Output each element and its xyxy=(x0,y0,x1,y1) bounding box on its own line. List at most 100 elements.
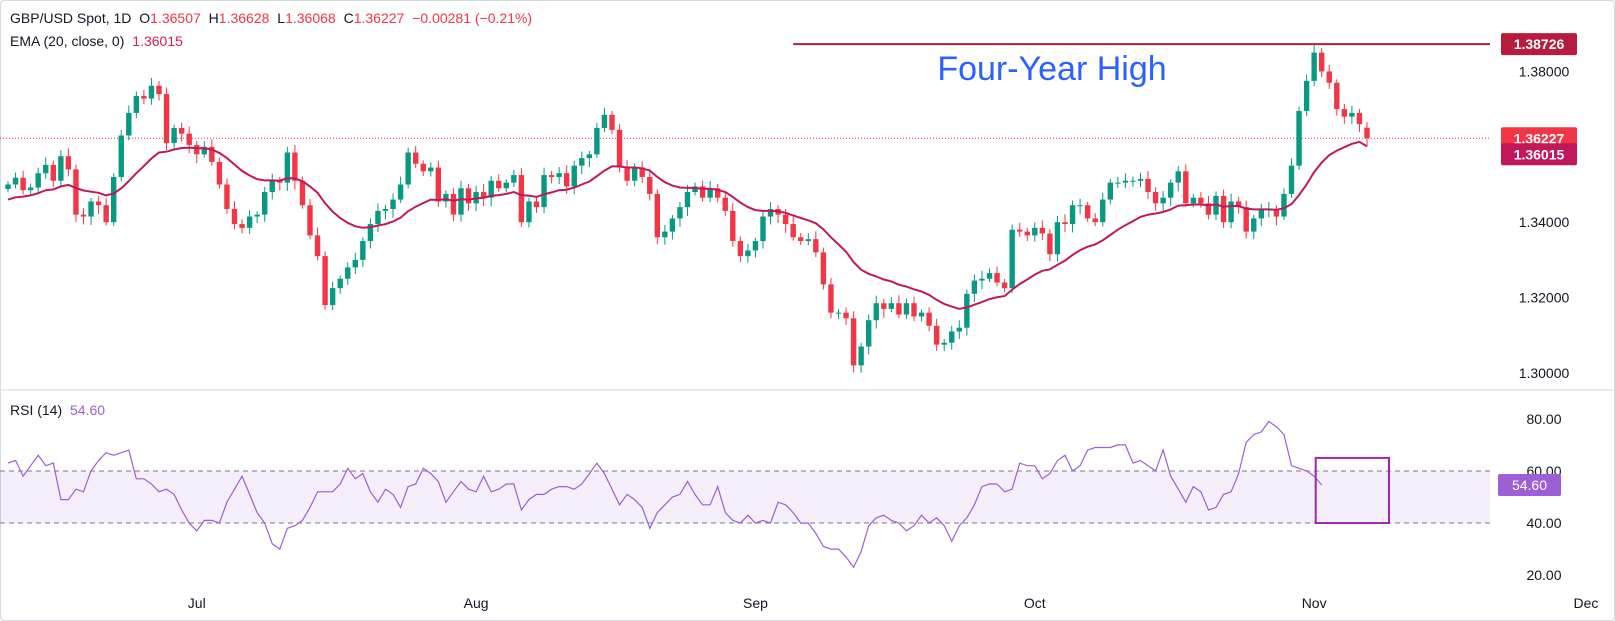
time-tick-label: Dec xyxy=(1573,595,1598,611)
time-axis: JulAugSepOctNovDec2026Feb xyxy=(188,595,1599,611)
candle-body xyxy=(201,146,207,155)
candle-body xyxy=(1137,178,1144,181)
candle-body xyxy=(1296,111,1302,166)
candle-body xyxy=(873,303,879,321)
candle-body xyxy=(994,273,1000,283)
candle-body xyxy=(360,241,366,260)
candle-body xyxy=(1039,227,1046,234)
candle-body xyxy=(73,169,79,215)
ema-tag-label: 1.36015 xyxy=(1514,146,1565,162)
candle-body xyxy=(345,267,351,279)
candle-body xyxy=(745,250,751,257)
candle-body xyxy=(820,252,827,285)
candle-body xyxy=(526,201,532,223)
candle-body xyxy=(1122,180,1129,183)
candle-body xyxy=(835,312,842,314)
candle-body xyxy=(262,192,268,215)
candle-body xyxy=(1009,229,1015,289)
open-value: 1.36507 xyxy=(150,10,201,26)
candle-body xyxy=(790,224,796,238)
candle-body xyxy=(65,156,72,170)
candle-body xyxy=(692,186,698,193)
candle-body xyxy=(1356,112,1363,125)
candle-body xyxy=(186,133,192,145)
candle-body xyxy=(1130,180,1136,182)
candle-body xyxy=(1364,127,1370,139)
candle-body xyxy=(314,235,321,257)
candle-body xyxy=(911,303,917,317)
candle-body xyxy=(390,199,396,209)
candle-body xyxy=(654,193,660,238)
last-close-tag-label: 1.36227 xyxy=(1514,130,1565,146)
close-value: 1.36227 xyxy=(353,10,405,26)
candle-body xyxy=(933,325,940,345)
candle-body xyxy=(352,259,358,268)
candle-body xyxy=(337,278,343,289)
candle-body xyxy=(405,152,411,185)
candle-body xyxy=(133,95,140,113)
high-label: H xyxy=(208,10,219,26)
candle-body xyxy=(1047,233,1053,255)
candle-body xyxy=(269,180,275,193)
candle-body xyxy=(488,180,494,198)
candle-body xyxy=(95,201,102,206)
candle-body xyxy=(480,192,487,198)
candle-body xyxy=(805,239,811,242)
candle-body xyxy=(730,210,736,242)
candle-body xyxy=(956,327,962,332)
rsi-legend[interactable]: RSI (14) 54.60 xyxy=(10,402,109,418)
close-label: C xyxy=(343,10,354,26)
candle-body xyxy=(1069,205,1076,225)
candle-body xyxy=(647,176,653,194)
ema-legend[interactable]: EMA (20, close, 0) 1.36015 xyxy=(10,33,187,49)
rsi-line xyxy=(7,420,1323,569)
candle-body xyxy=(601,114,608,128)
symbol-label[interactable]: GBP/USD Spot, 1D xyxy=(10,10,132,26)
candle-body xyxy=(715,188,721,198)
candle-body xyxy=(1054,222,1061,255)
candle-body xyxy=(80,214,87,217)
candle-body xyxy=(20,177,26,191)
candle-body xyxy=(1100,199,1106,223)
candle-body xyxy=(43,164,49,174)
candle-body xyxy=(329,288,336,306)
candle-body xyxy=(254,214,260,217)
candle-body xyxy=(1084,205,1091,219)
candle-body xyxy=(760,216,766,242)
candle-body xyxy=(141,95,147,99)
candle-body xyxy=(1190,197,1197,204)
candle-body xyxy=(1235,201,1242,208)
ema-label: EMA (20, close, 0) xyxy=(10,33,125,49)
candle-body xyxy=(639,167,645,177)
time-tick-label: Jul xyxy=(188,595,206,611)
candle-body xyxy=(1326,71,1332,83)
candle-body xyxy=(533,201,540,208)
candle-body xyxy=(518,175,525,223)
resistance-tag xyxy=(1501,33,1577,56)
candle-body xyxy=(1092,218,1098,223)
candle-body xyxy=(971,280,978,294)
candle-body xyxy=(27,187,34,191)
candle-body xyxy=(450,193,457,215)
candle-body xyxy=(1341,109,1348,117)
candle-body xyxy=(1115,182,1121,184)
candle-body xyxy=(843,312,849,319)
candle-body xyxy=(382,209,389,211)
candle-body xyxy=(624,167,630,181)
candle-body xyxy=(171,127,177,144)
price-tick-label: 1.30000 xyxy=(1519,365,1570,381)
rsi-label: RSI (14) xyxy=(10,402,63,418)
candle-body xyxy=(1220,195,1227,223)
price-tick-label: 1.34000 xyxy=(1519,214,1570,230)
candle-body xyxy=(35,173,41,188)
candle-body xyxy=(866,320,872,347)
candle-body xyxy=(1024,231,1030,236)
open-label: O xyxy=(139,10,151,26)
candle-body xyxy=(1319,52,1325,72)
candle-body xyxy=(1273,209,1280,217)
ema-tag xyxy=(1501,143,1577,166)
candle-body xyxy=(216,161,223,185)
